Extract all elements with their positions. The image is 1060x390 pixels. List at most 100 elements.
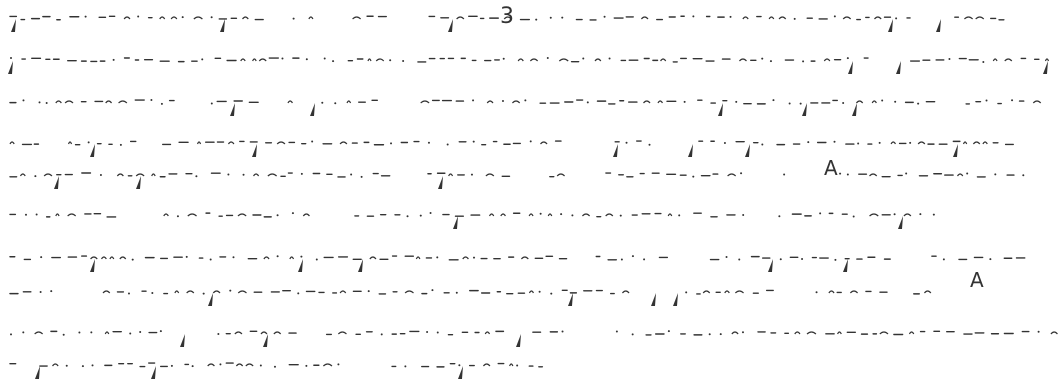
dot-mark [802, 60, 805, 63]
dot-mark [648, 143, 651, 146]
curve-mark [823, 58, 831, 62]
curve-mark [594, 58, 602, 62]
curve-mark [547, 213, 553, 217]
spike-mark [568, 293, 573, 306]
curve-mark [367, 58, 372, 62]
dot-mark [719, 333, 722, 336]
spike-mark [1043, 61, 1048, 74]
curve-mark [778, 16, 787, 20]
spike-mark [220, 19, 225, 32]
dot-mark [305, 58, 308, 61]
curve-mark [1050, 331, 1058, 335]
dot-mark [735, 100, 738, 103]
dot-mark [151, 291, 154, 294]
curve-mark [105, 100, 113, 104]
curve-mark [235, 363, 244, 367]
dot-mark [427, 141, 430, 144]
curve-mark [174, 290, 180, 294]
dot-mark [667, 330, 670, 333]
dot-mark [10, 57, 12, 60]
dot-mark [473, 256, 476, 259]
dot-mark [741, 331, 744, 334]
curve-mark [123, 16, 131, 20]
dot-mark [65, 364, 68, 367]
dot-mark [685, 291, 688, 294]
dot-mark [761, 57, 764, 60]
dot-mark [761, 143, 764, 146]
curve-mark [64, 100, 74, 104]
curve-mark [43, 173, 53, 177]
dot-mark [380, 333, 383, 336]
dot-mark [78, 331, 81, 334]
dot-mark [546, 57, 549, 60]
curve-mark [605, 213, 614, 217]
spike-mark [673, 293, 678, 306]
dot-mark [367, 290, 370, 293]
curve-mark [267, 173, 278, 177]
dot-mark [127, 292, 130, 295]
dot-mark [297, 292, 300, 295]
dot-mark [315, 258, 318, 261]
dot-mark [793, 17, 796, 20]
curve-mark [992, 58, 998, 62]
dot-mark [87, 141, 90, 144]
curve-mark [917, 141, 926, 145]
curve-mark [369, 256, 377, 260]
dot-mark [35, 213, 38, 216]
curve-mark [724, 290, 730, 294]
dot-mark [39, 291, 42, 294]
dot-mark [535, 18, 538, 21]
spike-mark [852, 103, 857, 116]
curve-mark [102, 290, 111, 294]
dot-mark [561, 330, 564, 333]
curve-mark [104, 331, 110, 335]
dot-mark [305, 364, 308, 367]
curve-mark [540, 141, 548, 145]
curve-mark [517, 58, 524, 62]
curve-mark [308, 16, 314, 20]
curve-mark [258, 58, 267, 62]
curve-mark [245, 363, 254, 367]
dot-mark [619, 214, 622, 217]
dot-mark [419, 214, 422, 217]
spike-mark [180, 334, 185, 347]
curve-mark [116, 173, 124, 177]
curve-mark [55, 213, 60, 217]
spike-mark [458, 366, 463, 379]
dot-mark [81, 365, 84, 368]
dot-mark [185, 255, 188, 258]
dot-mark [608, 57, 611, 60]
curve-mark [871, 100, 877, 104]
dot-mark [426, 330, 429, 333]
dot-mark [1037, 330, 1040, 333]
dot-mark [195, 175, 198, 178]
dot-mark [62, 333, 65, 336]
dot-mark [472, 99, 475, 102]
dot-mark [436, 256, 439, 259]
spike-mark [151, 366, 156, 379]
curve-mark [742, 16, 749, 20]
dot-mark [259, 364, 262, 367]
dot-mark [620, 258, 623, 261]
dot-mark [406, 215, 409, 218]
spike-mark [358, 259, 363, 272]
dot-mark [539, 212, 542, 215]
dot-mark [276, 214, 279, 217]
dot-mark [932, 213, 935, 216]
curve-mark [151, 173, 156, 177]
dot-mark [112, 58, 115, 61]
curve-mark [842, 16, 852, 20]
dot-mark [631, 255, 634, 258]
dot-mark [10, 333, 12, 336]
dot-mark [834, 258, 837, 261]
dot-mark [625, 141, 628, 144]
curve-mark [135, 173, 145, 177]
dot-mark [582, 57, 585, 60]
dot-mark [210, 102, 213, 105]
curve-mark [890, 141, 896, 145]
dot-mark [300, 255, 303, 258]
curve-mark [119, 256, 127, 260]
curve-mark [263, 256, 270, 260]
dot-mark [501, 99, 504, 102]
